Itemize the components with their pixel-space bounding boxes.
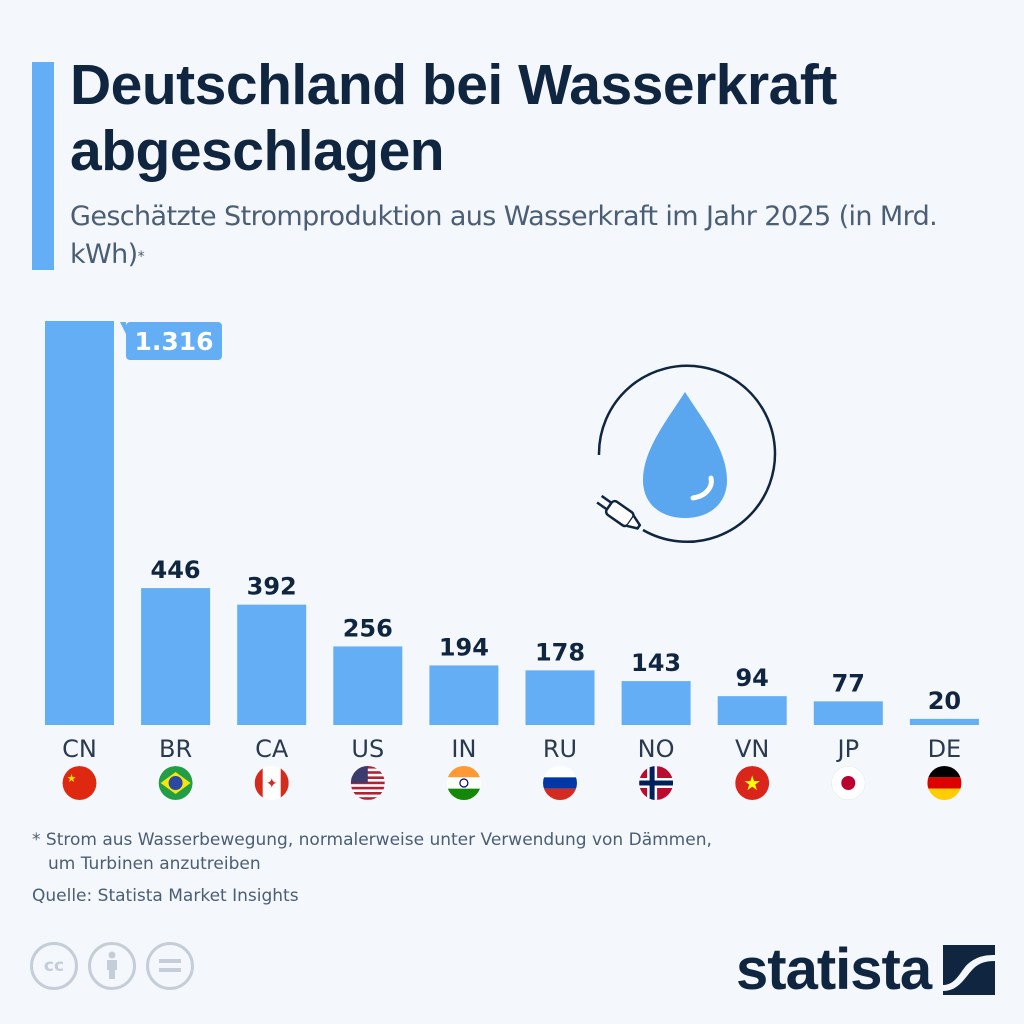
drop-highlight [690,475,714,501]
category-label: RU [543,735,577,763]
brand-name: statista [736,937,932,1002]
category-label: CN [62,735,97,763]
value-callout: 1.316 [120,322,222,360]
license-icons: cc [30,942,194,990]
cc-icon-text: cc [43,956,65,976]
chart-title: Deutschland bei Wasserkraft abgeschlagen [70,53,837,183]
accent-bar [32,62,54,270]
flag-russia-icon [543,766,577,800]
bar-cn [45,321,114,725]
bar-br [141,588,211,725]
bar-vn [717,696,787,725]
flag-usa-icon [350,766,385,800]
bar-value-label: 1.316 [134,327,213,356]
water-drop-plug-icon [596,364,777,544]
bar-in [429,665,499,725]
bar-jp [813,701,883,725]
subtitle-text: Geschätzte Stromproduktion aus Wasserkra… [70,201,938,270]
power-cord [597,364,777,544]
svg-text:✦: ✦ [266,776,278,792]
bar-value-label: 256 [343,614,393,642]
bars-group: 1.316 CN ★ 446 BR 392 CA ✦ 256 US 194 IN 178 RU 143 NO 9… [45,321,979,800]
bar-us [333,646,403,725]
category-label: JP [836,735,860,763]
cc-icon[interactable]: cc [30,942,78,990]
bar-no [621,681,691,725]
category-label: US [351,735,384,763]
flag-canada-icon: ✦ [254,766,289,800]
attribution-icon[interactable] [88,942,136,990]
bar-value-label: 143 [631,649,681,677]
flag-brazil-icon [158,766,193,800]
statista-logo[interactable]: statista [736,937,996,1002]
equals-glyph [159,959,181,972]
source-text: Quelle: Statista Market Insights [32,886,299,906]
bar-value-label: 178 [535,638,585,666]
bar-value-label: 392 [247,573,297,601]
statista-wave-icon [943,945,996,995]
category-label: DE [928,735,962,763]
footnote: * Strom aus Wasserbewegung, normalerweis… [32,828,712,876]
svg-text:★: ★ [743,771,761,795]
flag-norway-icon [639,766,674,800]
category-label: IN [451,735,476,763]
bar-value-label: 20 [928,687,961,715]
person-glyph [107,951,117,979]
subtitle-footnote-marker: * [137,249,145,265]
plug [596,494,642,530]
bar-value-label: 94 [735,664,768,692]
bar-de [909,718,979,725]
bar-value-label: 77 [832,669,865,697]
svg-text:★: ★ [67,772,77,785]
flag-germany-icon [927,766,962,800]
category-label: NO [638,735,675,763]
bar-value-label: 194 [439,633,489,661]
flag-vietnam-icon: ★ [735,766,770,800]
bar-ru [525,670,595,725]
water-drop [643,392,727,518]
category-label: BR [159,735,192,763]
footnote-line-1: * Strom aus Wasserbewegung, normalerweis… [32,830,712,850]
flag-china-icon: ★ [62,766,97,800]
flag-japan-icon [831,766,866,800]
bar-ca [237,604,307,725]
flag-india-icon [446,766,481,800]
footnote-line-2: um Turbinen anzutreiben [48,854,261,874]
chart-subtitle: Geschätzte Stromproduktion aus Wasserkra… [70,198,1010,274]
bar-value-label: 446 [151,556,201,584]
category-label: VN [735,735,769,763]
bar-chart: 1.316 CN ★ 446 BR 392 CA ✦ 256 US 194 IN 178 RU 143 NO 9… [45,321,979,800]
category-label: CA [255,735,289,763]
no-derivatives-icon[interactable] [146,942,194,990]
